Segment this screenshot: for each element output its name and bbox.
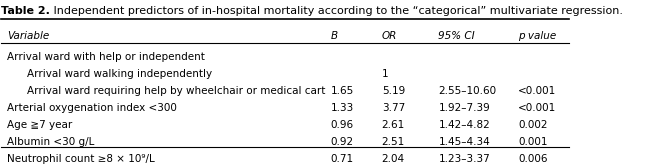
- Text: Age ≧7 year: Age ≧7 year: [7, 120, 72, 130]
- Text: Neutrophil count ≥8 × 10⁹/L: Neutrophil count ≥8 × 10⁹/L: [7, 154, 155, 164]
- Text: B: B: [330, 31, 338, 41]
- Text: 2.55–10.60: 2.55–10.60: [438, 86, 496, 96]
- Text: Arrival ward walking independently: Arrival ward walking independently: [27, 69, 212, 79]
- Text: Independent predictors of in-hospital mortality according to the “categorical” m: Independent predictors of in-hospital mo…: [50, 6, 623, 16]
- Text: 2.04: 2.04: [382, 154, 405, 164]
- Text: <0.001: <0.001: [518, 86, 556, 96]
- Text: 5.19: 5.19: [382, 86, 405, 96]
- Text: Albumin <30 g/L: Albumin <30 g/L: [7, 137, 94, 147]
- Text: Arrival ward with help or independent: Arrival ward with help or independent: [7, 52, 205, 62]
- Text: 3.77: 3.77: [382, 103, 405, 113]
- Text: <0.001: <0.001: [518, 103, 556, 113]
- Text: Arrival ward requiring help by wheelchair or medical cart: Arrival ward requiring help by wheelchai…: [27, 86, 325, 96]
- Text: 1.23–3.37: 1.23–3.37: [438, 154, 490, 164]
- Text: 0.71: 0.71: [330, 154, 354, 164]
- Text: 1.33: 1.33: [330, 103, 354, 113]
- Text: 0.006: 0.006: [518, 154, 547, 164]
- Text: Arterial oxygenation index <300: Arterial oxygenation index <300: [7, 103, 177, 113]
- Text: 1: 1: [382, 69, 388, 79]
- Text: 1.65: 1.65: [330, 86, 354, 96]
- Text: 2.51: 2.51: [382, 137, 405, 147]
- Text: Variable: Variable: [7, 31, 50, 41]
- Text: Table 2.: Table 2.: [1, 6, 50, 16]
- Text: 0.001: 0.001: [518, 137, 547, 147]
- Text: 2.61: 2.61: [382, 120, 405, 130]
- Text: 1.92–7.39: 1.92–7.39: [438, 103, 490, 113]
- Text: 1.45–4.34: 1.45–4.34: [438, 137, 490, 147]
- Text: 95% CI: 95% CI: [438, 31, 475, 41]
- Text: p value: p value: [518, 31, 556, 41]
- Text: 0.002: 0.002: [518, 120, 547, 130]
- Text: 0.92: 0.92: [330, 137, 354, 147]
- Text: 0.96: 0.96: [330, 120, 354, 130]
- Text: 1.42–4.82: 1.42–4.82: [438, 120, 490, 130]
- Text: OR: OR: [382, 31, 397, 41]
